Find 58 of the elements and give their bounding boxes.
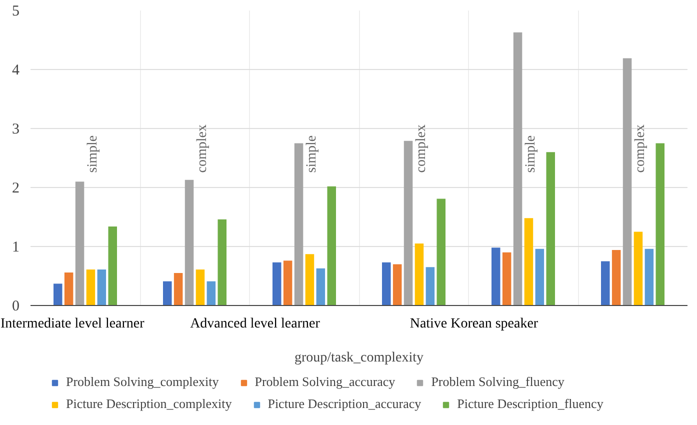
y-tick-label: 3	[12, 122, 20, 138]
text: Native Korean speaker	[410, 316, 538, 332]
legend-label: Picture Description_accuracy	[268, 396, 422, 412]
x-axis-title: group/task_complexity	[294, 350, 424, 366]
bar	[622, 58, 632, 306]
bar	[64, 272, 74, 306]
y-tick-label: 1	[12, 240, 20, 256]
bar	[97, 270, 106, 306]
bar	[656, 143, 665, 306]
bar	[162, 281, 172, 306]
x-tick-label: complex	[414, 124, 429, 173]
x-tick-label: simple	[523, 135, 538, 173]
x-tick-label: simple	[85, 135, 100, 173]
y-tick-label: 2	[12, 180, 20, 196]
bar	[294, 143, 304, 306]
legend-label: Problem Solving_fluency	[431, 374, 564, 390]
bar	[436, 198, 446, 306]
bar	[382, 262, 391, 306]
x-tick-label: complex	[194, 124, 210, 173]
bar	[316, 268, 326, 306]
bar	[206, 281, 216, 306]
bar	[535, 248, 544, 306]
bar	[513, 32, 522, 306]
legend-label: Problem Solving_accuracy	[254, 374, 396, 390]
bar	[426, 267, 435, 306]
bar	[75, 182, 84, 306]
bar	[174, 273, 183, 306]
bar	[327, 186, 336, 306]
legend-label: Picture Description_fluency	[457, 396, 604, 412]
bar	[502, 252, 512, 306]
legend-label: Problem Solving_complexity	[66, 374, 219, 390]
bar	[218, 219, 227, 306]
bar	[524, 218, 534, 306]
x-tick-label: complex	[632, 124, 648, 173]
bar	[196, 270, 205, 306]
bar	[546, 152, 556, 306]
bar	[634, 232, 643, 306]
y-tick-label: 0	[12, 298, 20, 314]
bar	[404, 140, 413, 306]
bar	[86, 270, 96, 306]
bar	[108, 226, 118, 306]
y-tick-label: 4	[12, 62, 20, 78]
bar	[644, 248, 654, 306]
bar	[392, 264, 402, 306]
text: Intermediate level learner	[0, 316, 145, 332]
legend-label: Picture Description_complexity	[66, 396, 232, 412]
bar	[491, 248, 500, 306]
bar	[283, 260, 292, 306]
x-tick-label: simple	[304, 135, 320, 173]
bar	[414, 244, 424, 306]
bar	[600, 261, 610, 306]
bar	[53, 284, 62, 306]
bar	[305, 254, 314, 306]
bar	[184, 180, 194, 306]
bar	[272, 262, 282, 306]
bar	[612, 250, 621, 306]
text: Advanced level learner	[190, 316, 320, 332]
y-tick-label: 5	[12, 4, 20, 20]
